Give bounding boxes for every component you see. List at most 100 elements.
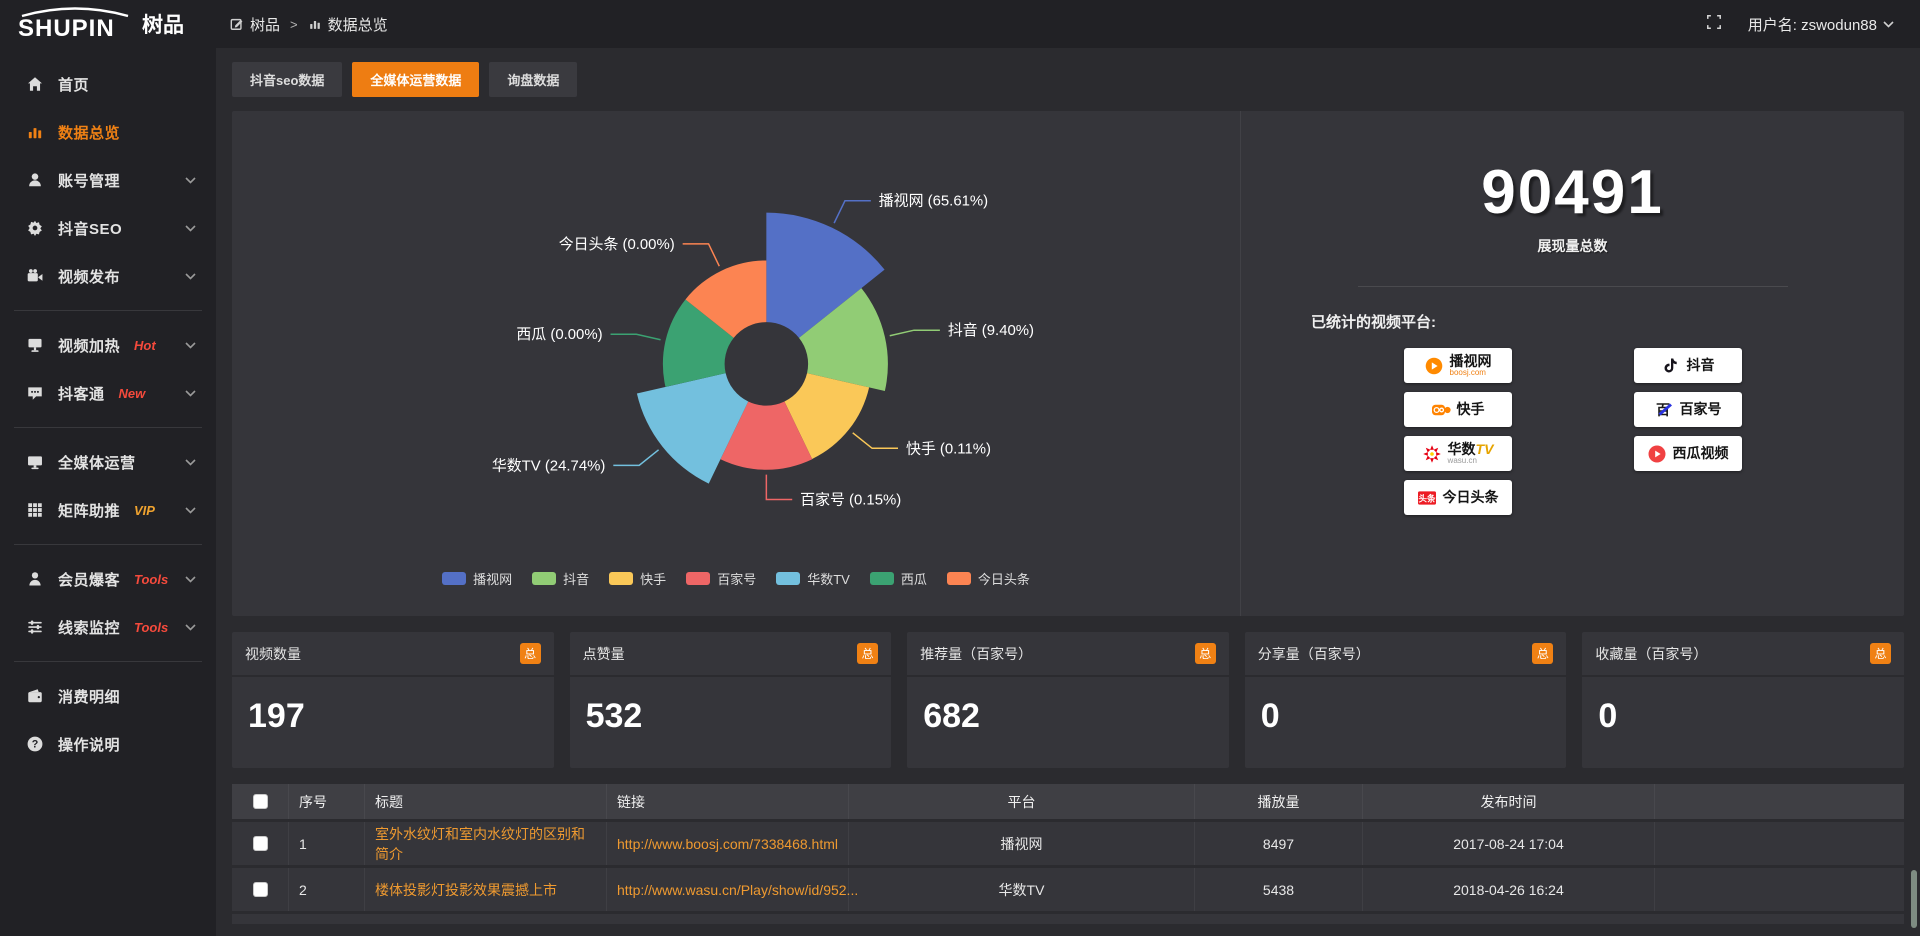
select-all-checkbox[interactable] xyxy=(252,794,268,809)
user-menu[interactable]: 用户名: zswodun88 xyxy=(1748,14,1894,35)
pie-slice-4[interactable] xyxy=(719,401,812,470)
xigua-logo-icon xyxy=(1647,444,1667,464)
sidebar-item-sliders[interactable]: 线索监控 Tools xyxy=(0,603,216,651)
sidebar-item-question[interactable]: ? 操作说明 xyxy=(0,720,216,768)
table-row-1: 1 室外水纹灯和室内水纹灯的区别和简介 http://www.boosj.com/7… xyxy=(232,822,1904,868)
sidebar-divider xyxy=(14,661,202,662)
breadcrumb-item-current[interactable]: 数据总览 xyxy=(308,14,388,35)
pie-slice-6[interactable] xyxy=(662,299,734,387)
sidebar-item-monitor[interactable]: 全媒体运营 xyxy=(0,438,216,486)
svg-text:头条: 头条 xyxy=(1418,493,1436,503)
tab-1[interactable]: 抖音seo数据 xyxy=(232,62,343,97)
total-badge[interactable]: 总 xyxy=(857,643,879,664)
sidebar-divider xyxy=(14,310,202,311)
sidebar-item-chat[interactable]: 抖客通 New xyxy=(0,369,216,417)
legend-item-7[interactable]: 今日头条 xyxy=(946,569,1030,588)
pie-slice-2[interactable] xyxy=(798,288,888,391)
legend-item-5[interactable]: 华数TV xyxy=(776,569,850,588)
pie-slice-5[interactable] xyxy=(636,373,748,484)
fullscreen-icon[interactable] xyxy=(1706,14,1722,35)
legend-item-1[interactable]: 播视网 xyxy=(442,569,512,588)
pie-label: 抖音 (9.40%) xyxy=(947,322,1033,339)
data-tabs: 抖音seo数据 全媒体运营数据 询盘数据 xyxy=(232,62,1904,97)
cell-index: 2 xyxy=(288,868,364,911)
total-badge[interactable]: 总 xyxy=(1870,643,1891,664)
cell-url-link[interactable]: http://www.boosj.com/7338468.html xyxy=(606,822,848,865)
sliders-icon xyxy=(26,618,44,636)
legend-swatch xyxy=(869,572,894,585)
rose-chart: 播视网 (65.61%) 抖音 (9.40%) 快手 (0.11%) 百家号 (0.1… xyxy=(491,193,1033,509)
total-badge[interactable]: 总 xyxy=(1194,643,1216,664)
pie-label: 今日头条 (0.00%) xyxy=(558,236,674,253)
sidebar-item-label: 线索监控 xyxy=(58,619,121,637)
row-checkbox[interactable] xyxy=(252,882,268,897)
breadcrumb-item-home[interactable]: 树品 xyxy=(230,14,280,35)
legend-swatch xyxy=(776,572,801,585)
cell-publish-time: 2018-04-26 16:24 xyxy=(1362,868,1654,911)
stat-card-value: 682 xyxy=(923,697,980,735)
pie-slice-1[interactable] xyxy=(765,212,885,338)
cell-title-link[interactable]: 室外水纹灯和室内水纹灯的区别和简介 xyxy=(364,822,606,865)
sidebar-item-label: 数据总览 xyxy=(58,124,121,142)
legend-label: 西瓜 xyxy=(900,572,927,587)
cell-views: 8497 xyxy=(1194,822,1362,865)
stat-card-label: 视频数量 xyxy=(245,645,301,662)
header-spacer xyxy=(1654,784,1904,819)
sidebar-item-user[interactable]: 账号管理 xyxy=(0,156,216,204)
sidebar-item-bar-chart[interactable]: 数据总览 xyxy=(0,108,216,156)
total-badge[interactable]: 总 xyxy=(1532,643,1554,664)
legend-item-3[interactable]: 快手 xyxy=(609,569,666,588)
breadcrumb-separator: > xyxy=(290,16,298,32)
platform-column-1: 播视网 boosj.com 快手 华数TV wasu.cn 头条 今日头条 xyxy=(1403,348,1512,515)
pie-label: 播视网 (65.61%) xyxy=(878,193,987,210)
cell-url-link[interactable]: http://www.wasu.cn/Play/show/id/952... xyxy=(606,868,858,911)
sidebar-item-label: 首页 xyxy=(58,76,90,94)
legend-item-6[interactable]: 西瓜 xyxy=(869,569,927,588)
sidebar-item-gear[interactable]: 抖音SEO xyxy=(0,204,216,252)
legend-item-2[interactable]: 抖音 xyxy=(532,569,589,588)
main-content: 抖音seo数据 全媒体运营数据 询盘数据 播视网 (65.61%) 抖音 (9.40%… xyxy=(216,48,1920,936)
cell-title-link[interactable]: 楼体投影灯投影效果震撼上市 xyxy=(364,868,606,911)
legend-item-4[interactable]: 百家号 xyxy=(686,569,756,588)
wallet-icon xyxy=(26,687,44,705)
chevron-down-icon xyxy=(185,458,196,466)
stat-cards: 视频数量总 197 点赞量总 532 推荐量（百家号）总 682 分享量（百家号）总 0 收藏量… xyxy=(232,632,1904,768)
sidebar-item-badge: VIP xyxy=(134,502,155,518)
stat-card-3: 推荐量（百家号） 总 682 xyxy=(907,632,1229,768)
pie-slice-7[interactable] xyxy=(684,260,766,338)
total-badge[interactable]: 总 xyxy=(519,643,541,664)
chevron-down-icon xyxy=(1883,20,1894,28)
platforms-title: 已统计的视频平台: xyxy=(1311,314,1436,331)
summary-panel: 90491 展现量总数 已统计的视频平台: 播视网 boosj.com 快手 华数TV… xyxy=(1240,111,1904,616)
sidebar: 首页数据总览账号管理 抖音SEO 视频发布视频加热 Hot 抖客通 New 全媒体运营 矩阵助… xyxy=(0,48,216,936)
platform-badge-wasu: 华数TV wasu.cn xyxy=(1403,436,1512,471)
pie-label: 百家号 (0.15%) xyxy=(800,492,901,509)
grid-icon xyxy=(26,501,44,519)
scrollbar-thumb[interactable] xyxy=(1911,870,1917,928)
platform-name: 播视网 xyxy=(1449,352,1492,369)
sidebar-item-badge: Tools xyxy=(134,571,169,587)
stat-card-header: 分享量（百家号） 总 xyxy=(1244,632,1567,677)
chevron-down-icon xyxy=(185,623,196,631)
platform-badge-xigua: 西瓜视频 xyxy=(1633,436,1742,471)
chart-legend: 播视网 抖音 快手 百家号 华数TV 西瓜 今日头条 xyxy=(442,569,1030,588)
tab-3[interactable]: 询盘数据 xyxy=(489,62,578,97)
chart-panel: 播视网 (65.61%) 抖音 (9.40%) 快手 (0.11%) 百家号 (0.1… xyxy=(232,111,1904,616)
sidebar-item-wallet[interactable]: 消费明细 xyxy=(0,672,216,720)
row-checkbox[interactable] xyxy=(252,836,268,851)
app-logo: SHUPIN 树品 xyxy=(0,7,216,41)
cell-spacer xyxy=(1654,822,1904,865)
rose-chart-area: 播视网 (65.61%) 抖音 (9.40%) 快手 (0.11%) 百家号 (0.1… xyxy=(232,111,1240,616)
sidebar-item-screen[interactable]: 视频加热 Hot xyxy=(0,321,216,369)
cell-views: 5438 xyxy=(1194,868,1362,911)
topbar: SHUPIN 树品 树品 > 数据总览 用户名: zswodun88 xyxy=(0,0,1920,48)
sidebar-item-member[interactable]: 会员爆客 Tools xyxy=(0,555,216,603)
sidebar-item-home[interactable]: 首页 xyxy=(0,60,216,108)
stat-card-value: 0 xyxy=(1260,697,1280,735)
sidebar-item-grid[interactable]: 矩阵助推 VIP xyxy=(0,486,216,534)
platform-badge-boosj: 播视网 boosj.com xyxy=(1403,348,1512,383)
sidebar-divider xyxy=(14,544,202,545)
sidebar-item-video-camera[interactable]: 视频发布 xyxy=(0,252,216,300)
tab-2[interactable]: 全媒体运营数据 xyxy=(352,62,480,97)
pie-slice-3[interactable] xyxy=(783,373,869,459)
